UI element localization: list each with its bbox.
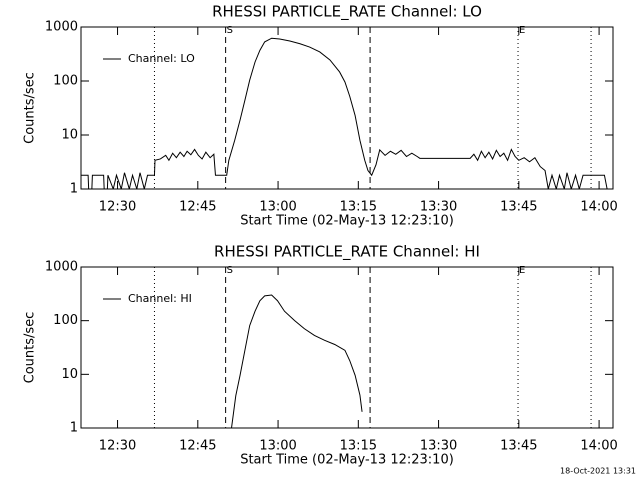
x-tick-label: 12:45 <box>179 200 216 215</box>
chart-title: RHESSI PARTICLE_RATE Channel: HI <box>214 243 480 262</box>
x-tick-label: 13:15 <box>340 200 377 215</box>
y-axis-label: Counts/sec <box>23 72 38 144</box>
x-tick-label: 13:45 <box>500 200 537 215</box>
annotation: S <box>227 25 233 36</box>
y-tick-label: 100 <box>53 74 78 89</box>
x-tick-label: 13:30 <box>420 200 457 215</box>
chart-title: RHESSI PARTICLE_RATE Channel: LO <box>212 3 482 22</box>
x-axis-label: Start Time (02-May-13 12:23:10) <box>240 214 454 229</box>
x-tick-label: 12:45 <box>179 439 216 454</box>
x-tick-label: 14:00 <box>580 439 617 454</box>
x-tick-label: 14:00 <box>580 200 617 215</box>
annotation: E <box>519 25 525 36</box>
y-tick-label: 10 <box>61 128 78 143</box>
y-tick-label: 1000 <box>45 20 78 35</box>
annotation: S <box>227 265 233 276</box>
x-axis-label: Start Time (02-May-13 12:23:10) <box>240 453 454 468</box>
data-line <box>81 37 613 189</box>
y-tick-label: 1 <box>70 182 78 197</box>
x-tick-label: 13:30 <box>420 439 457 454</box>
legend-label: Channel: LO <box>128 52 195 65</box>
data-line <box>231 294 363 428</box>
y-tick-label: 1 <box>70 421 78 436</box>
y-axis-label: Counts/sec <box>23 312 38 384</box>
annotation: E <box>519 265 525 276</box>
x-tick-label: 13:15 <box>340 439 377 454</box>
plot-frame <box>80 26 614 190</box>
x-tick-label: 12:30 <box>99 200 136 215</box>
plot-frame <box>80 266 614 429</box>
footer: 18-Oct-2021 13:31 <box>560 467 636 476</box>
y-tick-label: 100 <box>53 313 78 328</box>
y-tick-label: 10 <box>61 367 78 382</box>
legend-label: Channel: HI <box>128 292 192 305</box>
y-tick-label: 1000 <box>45 260 78 275</box>
x-tick-label: 13:00 <box>259 439 296 454</box>
x-tick-label: 12:30 <box>99 439 136 454</box>
x-tick-label: 13:45 <box>500 439 537 454</box>
x-tick-label: 13:00 <box>259 200 296 215</box>
